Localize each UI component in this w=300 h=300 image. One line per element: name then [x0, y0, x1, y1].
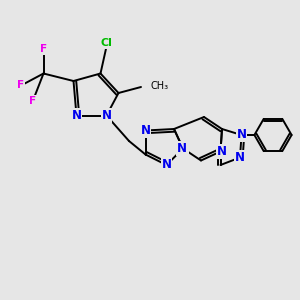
Text: F: F [17, 80, 25, 91]
Text: N: N [236, 128, 247, 142]
Text: N: N [140, 124, 151, 137]
Text: F: F [29, 95, 37, 106]
Text: N: N [161, 158, 172, 172]
Text: N: N [178, 142, 188, 155]
Text: N: N [235, 151, 245, 164]
Text: Cl: Cl [100, 38, 112, 48]
Text: N: N [71, 109, 82, 122]
Text: N: N [176, 142, 187, 155]
Text: CH₃: CH₃ [151, 80, 169, 91]
Text: N: N [101, 109, 112, 122]
Text: N: N [217, 145, 227, 158]
Text: F: F [40, 44, 47, 55]
